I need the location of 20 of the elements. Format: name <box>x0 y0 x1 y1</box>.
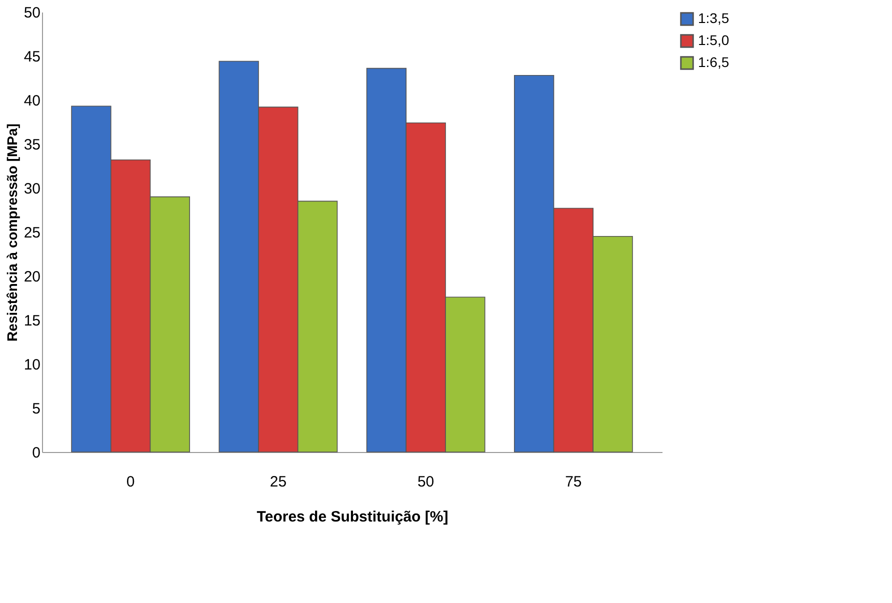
y-tick-label: 35 <box>24 136 40 154</box>
y-tick-label: 40 <box>24 92 40 110</box>
legend-label: 1:3,5 <box>698 10 730 26</box>
y-tick-label: 50 <box>24 4 40 22</box>
y-tick-label: 30 <box>24 180 40 198</box>
y-tick-label: 15 <box>24 312 40 330</box>
x-tick-label: 0 <box>126 474 135 490</box>
legend-label: 1:5,0 <box>698 32 730 48</box>
x-tick-label: 25 <box>270 474 287 490</box>
y-tick-label: 20 <box>24 268 40 286</box>
x-tick-label: 50 <box>417 474 434 490</box>
y-tick-label: 0 <box>32 444 40 462</box>
y-tick-label: 10 <box>24 356 40 374</box>
x-tick-label: 75 <box>565 474 582 490</box>
y-axis-title: Resistência à compressão [MPa] <box>4 124 20 342</box>
x-axis-title: Teores de Substituição [%] <box>256 508 448 526</box>
legend-label: 1:6,5 <box>698 54 730 70</box>
y-tick-label: 45 <box>24 48 40 66</box>
y-tick-label: 25 <box>24 224 40 242</box>
y-tick-label: 5 <box>32 400 40 418</box>
